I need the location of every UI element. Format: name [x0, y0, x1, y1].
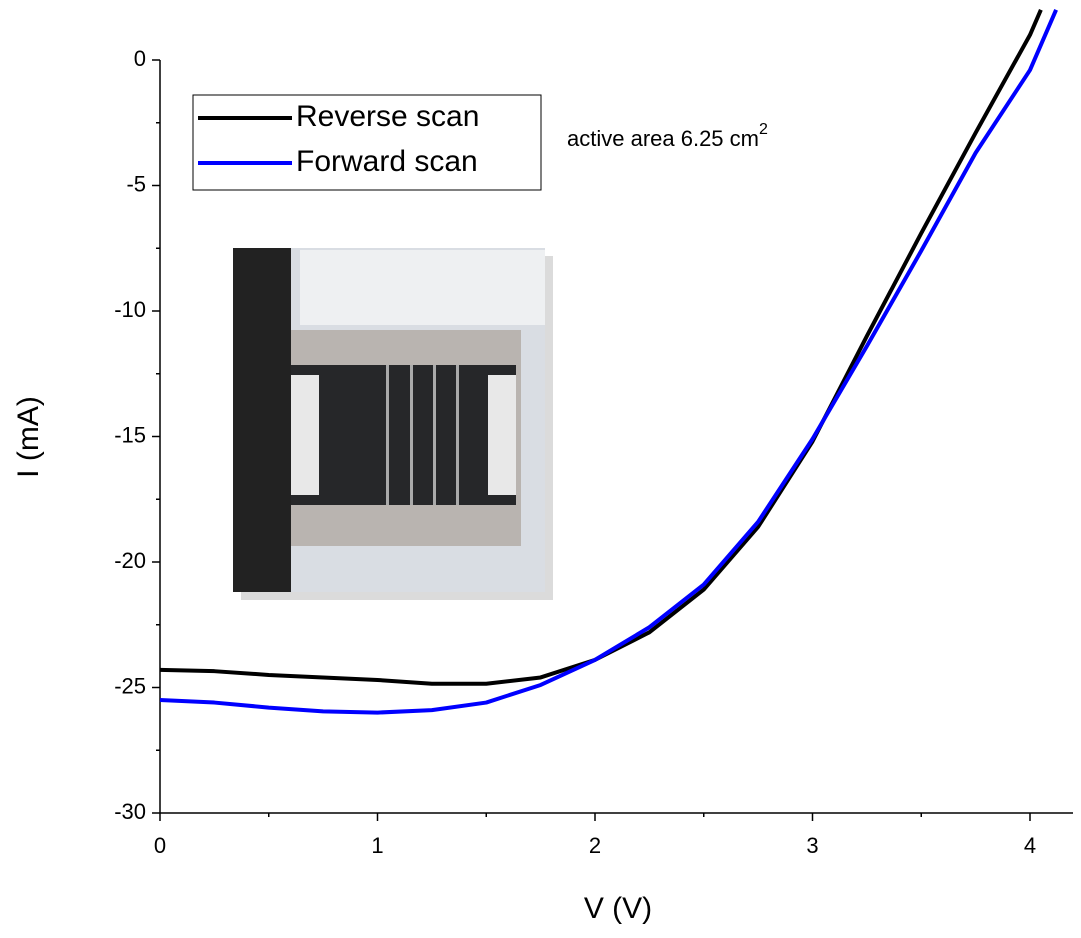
annotation-text: active area 6.25 cm: [567, 126, 759, 151]
y-tick-label: -30: [114, 799, 146, 824]
y-tick-label: -15: [114, 422, 146, 447]
photo-strip: [433, 365, 436, 505]
photo-strip: [456, 365, 459, 505]
inset-photo: [233, 248, 553, 600]
y-axis-label: I (mA): [12, 396, 45, 478]
legend-label: Forward scan: [296, 145, 478, 178]
photo-strip: [410, 365, 413, 505]
legend: Reverse scan Forward scan: [192, 94, 542, 191]
data-line: [159, 9, 1058, 715]
x-axis-label: V (V): [584, 892, 652, 925]
y-tick-label: -25: [114, 673, 146, 698]
x-tick-label: 4: [1024, 833, 1036, 858]
data-line: [159, 9, 1043, 686]
x-tick-label: 2: [589, 833, 601, 858]
annotation-superscript: 2: [759, 121, 768, 138]
x-tick-label: 0: [154, 833, 166, 858]
x-tick-label: 1: [371, 833, 383, 858]
photo-handle: [233, 248, 291, 592]
x-tick-label: 3: [806, 833, 818, 858]
y-tick-label: -10: [114, 297, 146, 322]
y-tick-label: -5: [126, 171, 146, 196]
y-tick-label: 0: [134, 46, 146, 71]
photo-contact: [488, 375, 516, 495]
annotation: active area 6.25 cm2: [567, 121, 768, 151]
y-tick-label: -20: [114, 548, 146, 573]
legend-label: Reverse scan: [296, 100, 479, 133]
photo-strip: [386, 365, 389, 505]
photo-ruler: [300, 250, 545, 325]
photo-film: [291, 365, 516, 505]
legend-box: [192, 94, 542, 191]
photo-contact: [291, 375, 319, 495]
